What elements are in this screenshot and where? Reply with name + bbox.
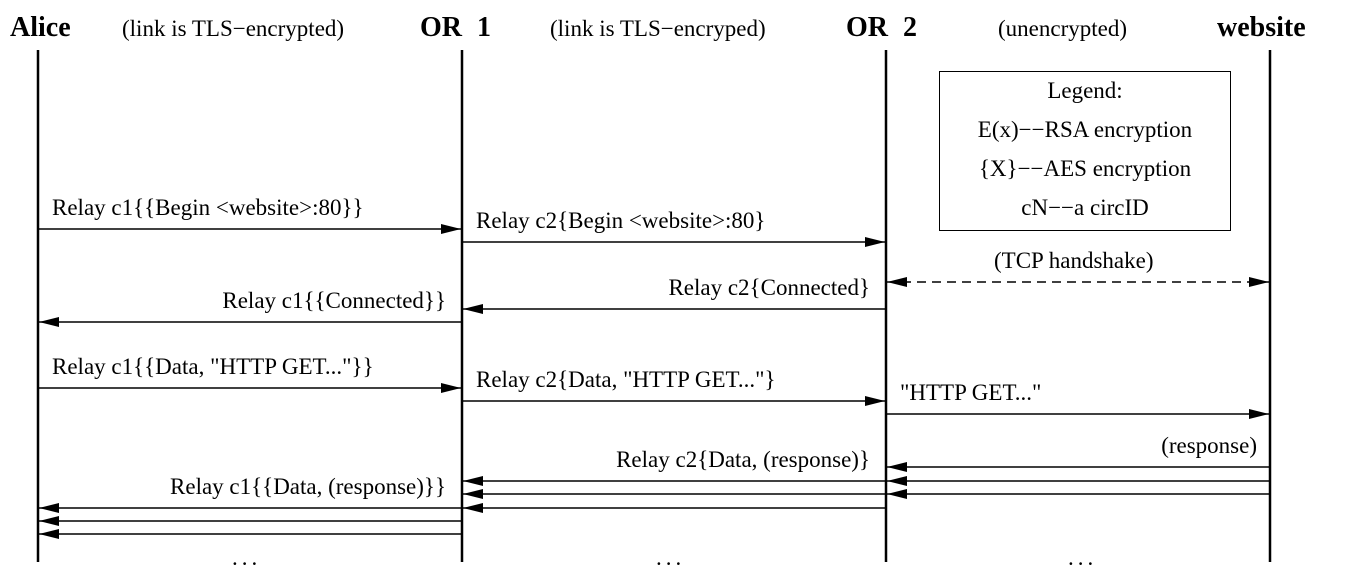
participant-website: website: [1217, 12, 1306, 43]
continuation-dots-3: ...: [1068, 545, 1098, 570]
label-http-get: "HTTP GET...": [900, 380, 1042, 405]
label-begin-c2: Relay c2{Begin <website>:80}: [476, 208, 766, 233]
legend-aes: {X}−−AES encryption: [978, 156, 1192, 181]
continuation-dots-1: ...: [232, 545, 262, 570]
label-connected-c2: Relay c2{Connected}: [668, 275, 870, 300]
label-tcp-handshake: (TCP handshake): [994, 248, 1154, 273]
legend-title: Legend:: [1047, 78, 1123, 103]
link-note-or1-or2: (link is TLS−encryped): [550, 16, 766, 41]
continuation-dots-2: ...: [656, 545, 686, 570]
label-data-resp-c1: Relay c1{{Data, (response)}}: [170, 474, 446, 499]
participant-or2: OR 2: [846, 12, 917, 43]
label-begin-c1: Relay c1{{Begin <website>:80}}: [52, 195, 364, 220]
label-response: (response): [1161, 433, 1257, 458]
legend-rsa: E(x)−−RSA encryption: [977, 117, 1193, 142]
legend-circid: cN−−a circID: [1021, 195, 1149, 220]
link-note-alice-or1: (link is TLS−encrypted): [122, 16, 345, 41]
label-data-get-c1: Relay c1{{Data, "HTTP GET..."}}: [52, 354, 374, 379]
participant-or1: OR 1: [420, 12, 491, 43]
link-note-or2-website: (unencrypted): [998, 16, 1127, 41]
legend-box: Legend: E(x)−−RSA encryption {X}−−AES en…: [939, 71, 1231, 231]
participant-alice: Alice: [10, 12, 71, 43]
label-connected-c1: Relay c1{{Connected}}: [222, 288, 446, 313]
label-data-get-c2: Relay c2{Data, "HTTP GET..."}: [476, 367, 776, 392]
label-data-resp-c2: Relay c2{Data, (response)}: [616, 447, 870, 472]
